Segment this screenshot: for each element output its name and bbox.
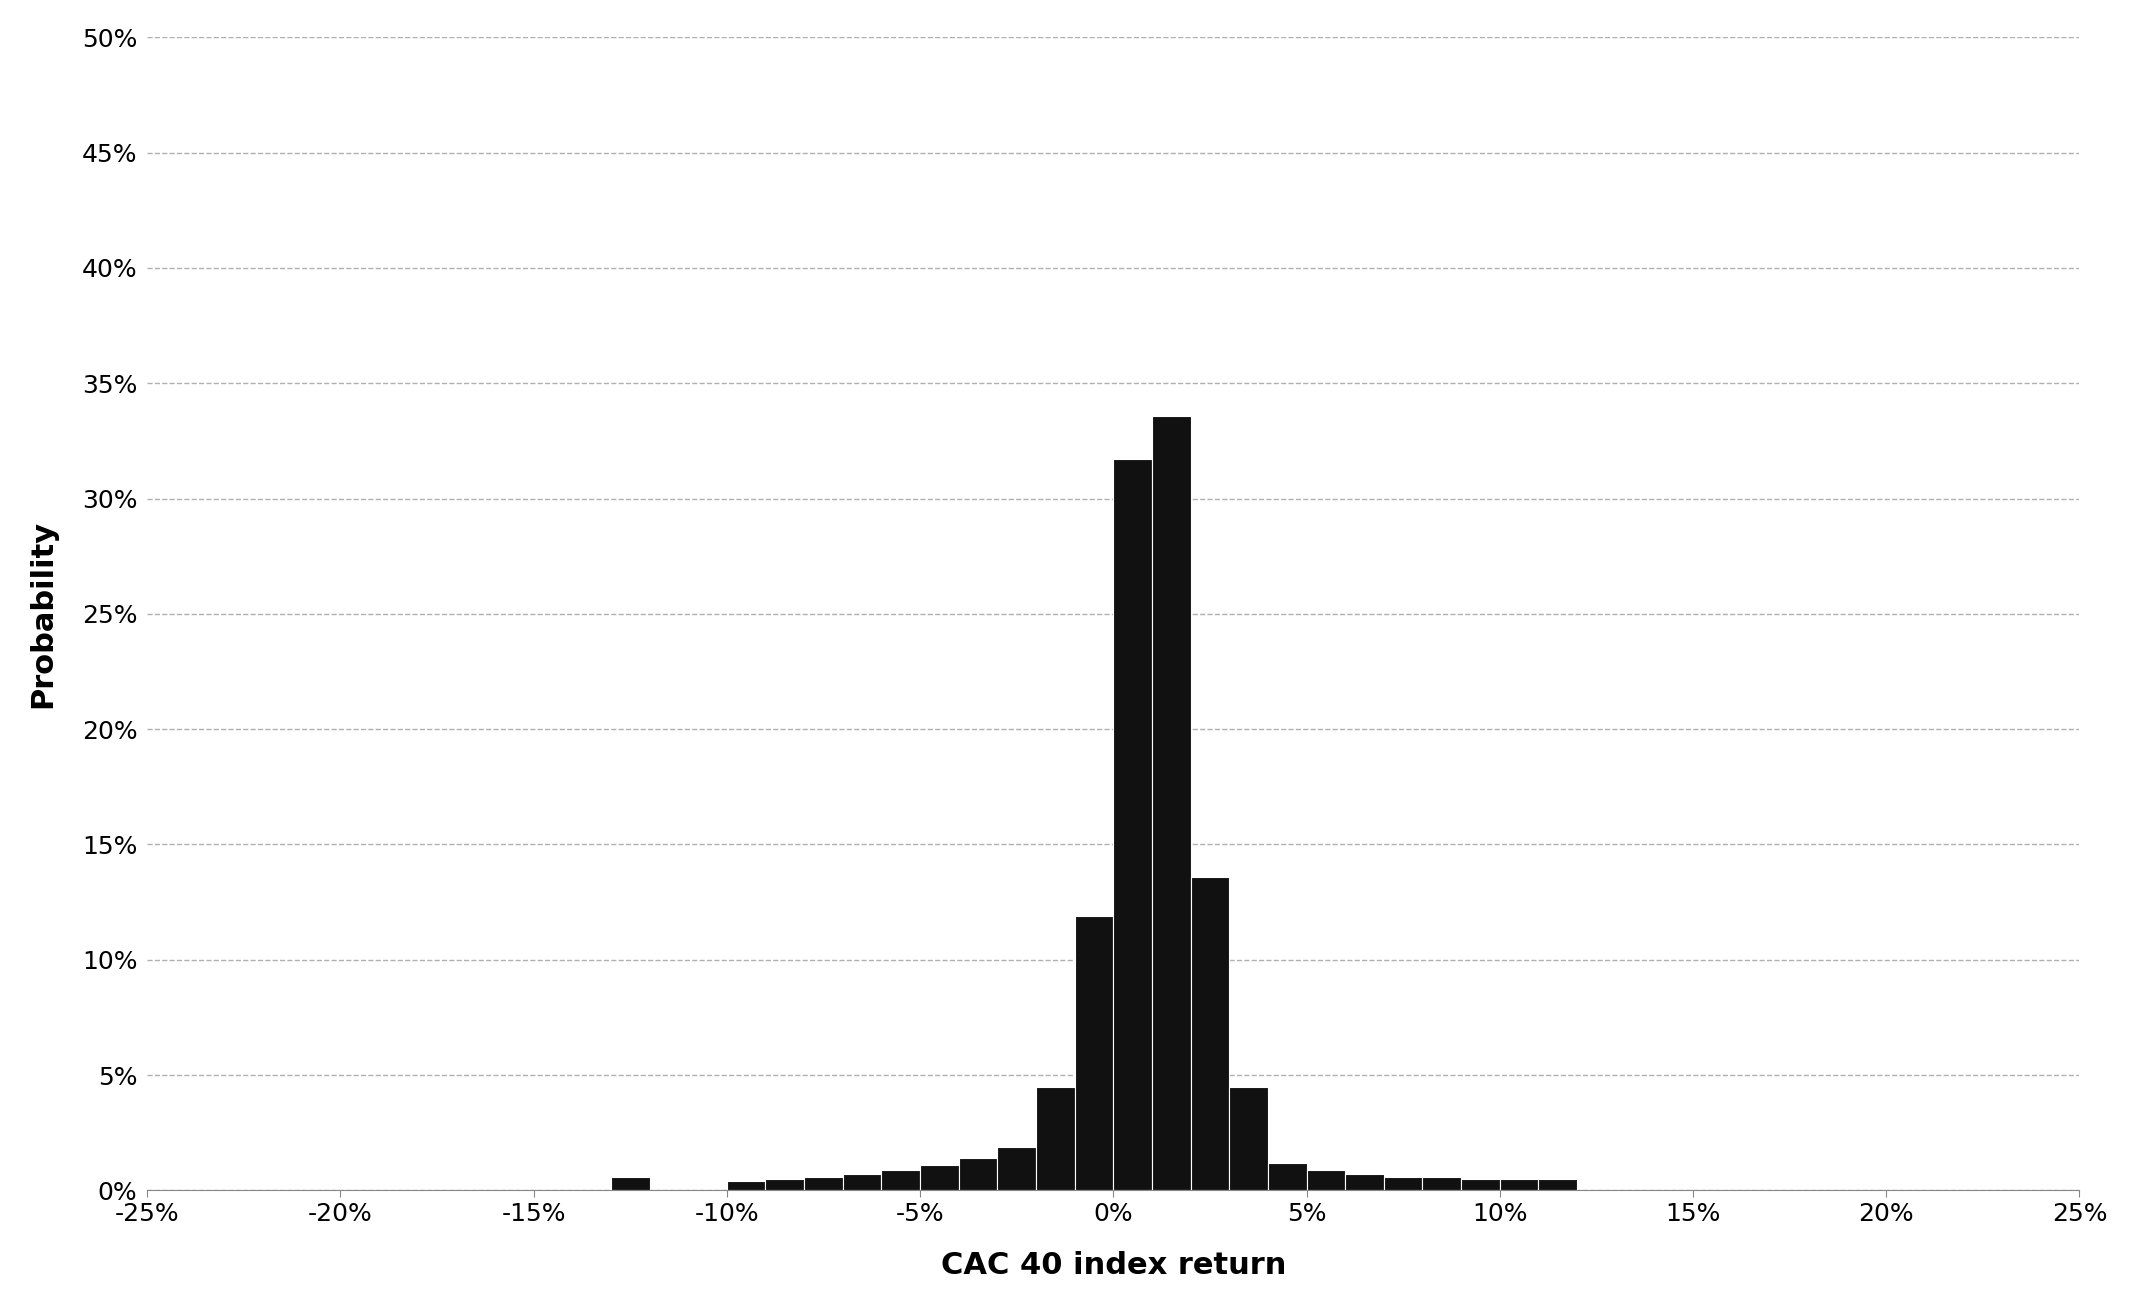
Bar — [1499, 1179, 1539, 1190]
Bar — [726, 1181, 766, 1190]
Bar — [1191, 876, 1230, 1190]
Bar — [1307, 1169, 1345, 1190]
Bar — [882, 1169, 920, 1190]
Bar — [1539, 1179, 1578, 1190]
Bar — [611, 1177, 649, 1190]
Bar — [1422, 1177, 1460, 1190]
Bar — [1230, 1087, 1268, 1190]
Bar — [1112, 459, 1153, 1190]
Bar — [766, 1179, 805, 1190]
Bar — [1035, 1087, 1074, 1190]
Bar — [1383, 1177, 1422, 1190]
Bar — [1153, 416, 1191, 1190]
Bar — [997, 1147, 1035, 1190]
X-axis label: CAC 40 index return: CAC 40 index return — [942, 1252, 1285, 1281]
Bar — [843, 1175, 882, 1190]
Y-axis label: Probability: Probability — [28, 519, 58, 708]
Bar — [1345, 1175, 1383, 1190]
Bar — [920, 1165, 959, 1190]
Bar — [805, 1177, 843, 1190]
Bar — [1074, 916, 1112, 1190]
Bar — [959, 1158, 997, 1190]
Bar — [1268, 1163, 1307, 1190]
Bar — [1460, 1179, 1499, 1190]
